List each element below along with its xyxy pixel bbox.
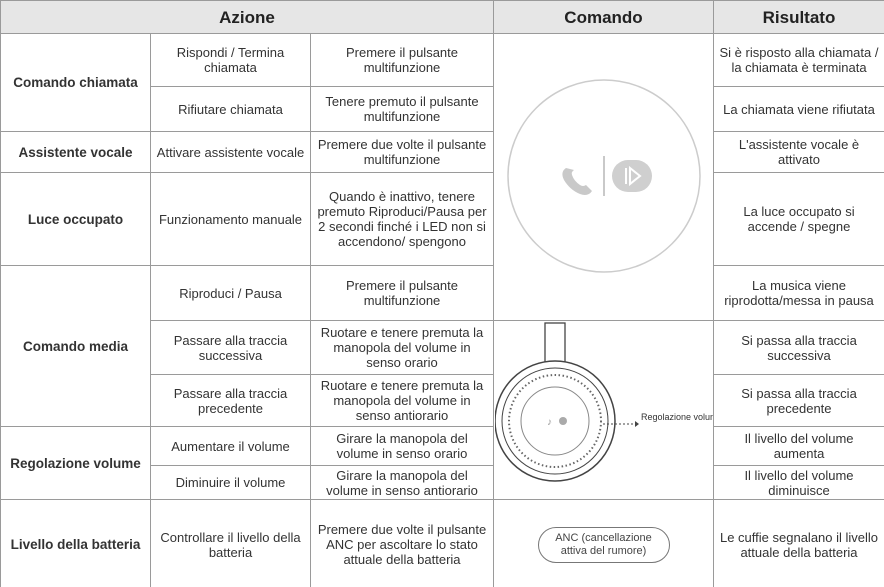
- headphone-illustration: ♪ Regolazione volume: [494, 322, 713, 482]
- action-cell: Attivare assistente vocale: [150, 131, 311, 173]
- procedure-cell: Premere il pulsante multifunzione: [310, 33, 494, 87]
- procedure-cell: Ruotare e tenere premuta la manopola del…: [310, 374, 494, 427]
- table-row: Luce occupato Funzionamento manuale Quando…: [0, 172, 884, 266]
- header-cell: Azione: [0, 0, 494, 34]
- result-cell: Il livello del volume aumenta: [713, 426, 884, 466]
- header-row: Azione Comando Risultato: [0, 0, 884, 34]
- header-cell: Risultato: [713, 0, 884, 34]
- result-cell: Si è risposto alla chiamata / la chiamat…: [713, 33, 884, 87]
- action-cell: Funzionamento manuale: [150, 172, 311, 266]
- command-image: ♪ Regolazione volume: [493, 320, 714, 500]
- table-row: Comando media Riproduci / Pausa Premere il…: [0, 265, 884, 427]
- group-label: Comando media: [0, 265, 151, 427]
- action-cell: Riproduci / Pausa: [150, 265, 311, 321]
- group-label: Comando chiamata: [0, 33, 151, 132]
- table-row: Regolazione volume Aumentare il volume Gir…: [0, 426, 884, 500]
- action-cell: Aumentare il volume: [150, 426, 311, 466]
- procedure-cell: Tenere premuto il pulsante multifunzione: [310, 86, 494, 132]
- table-row: Assistente vocale Attivare assistente voc…: [0, 131, 884, 173]
- result-cell: L'assistente vocale è attivato: [713, 131, 884, 173]
- button-illustration: [506, 78, 701, 273]
- procedure-cell: Quando è inattivo, tenere premuto Riprod…: [310, 172, 494, 266]
- procedure-cell: Ruotare e tenere premuta la manopola del…: [310, 320, 494, 375]
- svg-text:♪: ♪: [547, 417, 552, 428]
- header-cell: Comando: [493, 0, 714, 34]
- action-cell: Rifiutare chiamata: [150, 86, 311, 132]
- table-row: Rifiutare chiamata Tenere premuto il puls…: [1, 86, 884, 132]
- result-cell: Si passa alla traccia precedente: [713, 374, 884, 427]
- table-row: Passare alla traccia successiva Ruotare e…: [1, 320, 884, 500]
- result-cell: La chiamata viene rifiutata: [713, 86, 884, 132]
- table-row: Diminuire il volume Girare la manopola de…: [1, 465, 884, 500]
- command-image: [493, 33, 714, 321]
- result-cell: La luce occupato si accende / spegne: [713, 172, 884, 266]
- action-cell: Passare alla traccia successiva: [150, 320, 311, 375]
- command-image: ANC (cancellazione attiva del rumore): [493, 499, 714, 587]
- action-cell: Diminuire il volume: [150, 465, 311, 500]
- group-label: Assistente vocale: [0, 131, 151, 173]
- result-cell: Le cuffie segnalano il livello attuale d…: [713, 499, 884, 587]
- volume-label: Regolazione volume: [641, 412, 713, 422]
- table-row: Comando chiamata Rispondi / Termina chiam…: [0, 33, 884, 321]
- procedure-cell: Premere due volte il pulsante multifunzi…: [310, 131, 494, 173]
- action-cell: Controllare il livello della batteria: [150, 499, 311, 587]
- group-label: Livello della batteria: [0, 499, 151, 587]
- result-cell: Si passa alla traccia successiva: [713, 320, 884, 375]
- result-cell: Il livello del volume diminuisce: [713, 465, 884, 500]
- table-row: Passare alla traccia precedente Ruotare e…: [1, 374, 884, 427]
- procedure-cell: Premere il pulsante multifunzione: [310, 265, 494, 321]
- procedure-cell: Girare la manopola del volume in senso o…: [310, 426, 494, 466]
- procedure-cell: Girare la manopola del volume in senso a…: [310, 465, 494, 500]
- action-cell: Passare alla traccia precedente: [150, 374, 311, 427]
- result-cell: La musica viene riprodotta/messa in paus…: [713, 265, 884, 321]
- procedure-cell: Premere due volte il pulsante ANC per as…: [310, 499, 494, 587]
- table-row: Livello della batteria Controllare il liv…: [0, 499, 884, 587]
- anc-button: ANC (cancellazione attiva del rumore): [537, 526, 670, 563]
- action-cell: Rispondi / Termina chiamata: [150, 33, 311, 87]
- group-label: Regolazione volume: [0, 426, 151, 500]
- group-label: Luce occupato: [0, 172, 151, 266]
